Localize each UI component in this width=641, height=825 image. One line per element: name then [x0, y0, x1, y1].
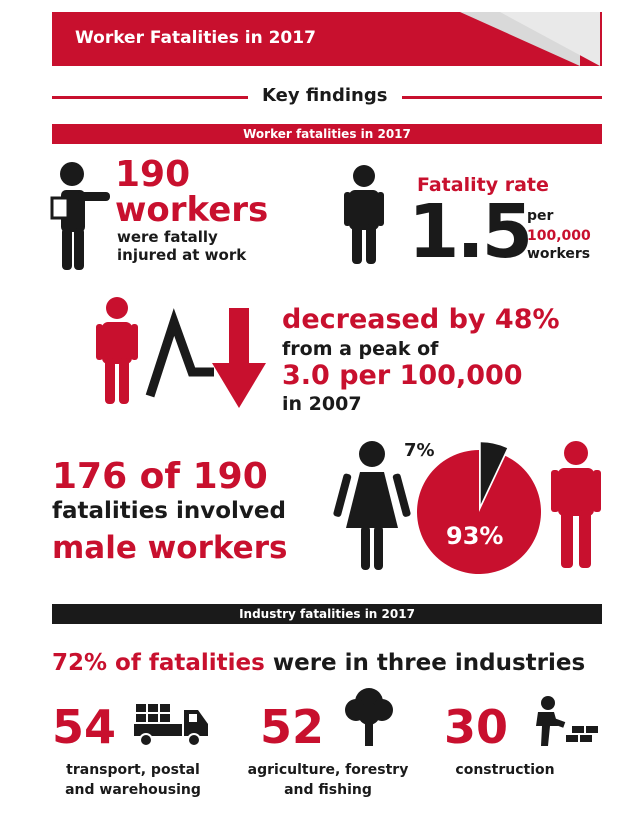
industry-count-agriculture: 52: [260, 700, 325, 754]
stat-workers-label: workers: [115, 190, 269, 230]
person-icon: [344, 165, 384, 264]
fatality-rate-label: Fatality rate: [417, 174, 549, 196]
section-header-worker-fatalities: Worker fatalities in 2017: [52, 124, 602, 144]
key-findings-title: Key findings: [262, 85, 388, 106]
industry-label-construction: construction: [440, 760, 570, 780]
gender-pie-chart: [417, 442, 541, 574]
decrease-year: in 2007: [282, 393, 362, 415]
divider-left: [52, 96, 248, 99]
pie-slice-male: [417, 450, 541, 574]
industries-headline: 72% of fatalities were in three industri…: [52, 650, 585, 676]
decrease-from: from a peak of: [282, 338, 439, 360]
female-icon: [333, 441, 411, 570]
truck-icon: [134, 704, 208, 747]
label-line: and fishing: [284, 782, 372, 798]
banner-decoration-light: [500, 12, 600, 66]
fatality-rate-per: per: [527, 208, 554, 224]
banner-title: Worker Fatalities in 2017: [75, 28, 316, 48]
gender-male: male workers: [52, 530, 288, 566]
trend-line-icon: [145, 308, 214, 398]
construction-worker-icon: [536, 696, 598, 746]
pie-slice-female: [480, 442, 508, 505]
gender-headline: 176 of 190: [52, 456, 268, 497]
industries-highlight: 72% of fatalities: [52, 650, 265, 676]
stat-190: 190: [115, 154, 191, 195]
label-line: and warehousing: [65, 782, 201, 798]
industries-rest: were in three industries: [264, 650, 586, 676]
industry-label-agriculture: agriculture, forestry and fishing: [228, 760, 428, 800]
fatality-rate-per-100k: 100,000: [527, 228, 591, 244]
label-line: construction: [455, 762, 555, 778]
gender-involved: fatalities involved: [52, 498, 286, 524]
industry-count-transport: 54: [52, 700, 117, 754]
tree-icon: [345, 688, 393, 746]
male-red-icon: [551, 441, 601, 568]
pointing-person-icon: [50, 162, 110, 270]
decrease-headline: decreased by 48%: [282, 304, 560, 335]
pie-label-female: 7%: [404, 440, 435, 461]
label-line: agriculture, forestry: [247, 762, 409, 778]
divider-right: [402, 96, 602, 99]
pie-label-male: 93%: [446, 522, 504, 550]
industry-label-transport: transport, postal and warehousing: [40, 760, 226, 800]
fatality-rate-workers: workers: [527, 246, 591, 262]
fatality-rate-value: 1.5: [408, 189, 533, 275]
person-red-icon: [96, 297, 138, 404]
decrease-peak: 3.0 per 100,000: [282, 360, 523, 391]
down-arrow-icon: [212, 308, 266, 408]
section-header-industry: Industry fatalities in 2017: [52, 604, 602, 624]
label-line: transport, postal: [66, 762, 200, 778]
stat-workers-description: were fatally injured at work: [117, 228, 247, 264]
industry-count-construction: 30: [444, 700, 509, 754]
